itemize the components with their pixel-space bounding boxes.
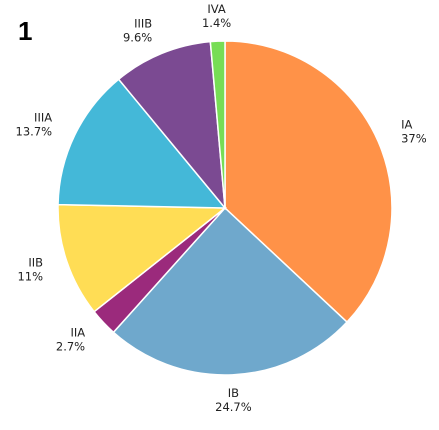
pie-slice-ib (112, 206, 349, 376)
pie-slice-iiib (117, 40, 226, 211)
pie-label-percent: 9.6% (123, 30, 152, 44)
pie-label-percent: 11% (17, 269, 43, 283)
pie-labels: IA 37% IB 24.7% IIA 2.7% IIB 11% IIIA 13.7% IIIB 9.… (16, 2, 427, 414)
pie-label-ib: IB 24.7% (215, 386, 252, 414)
pie-label-name: IA (401, 118, 412, 132)
pie-label-iva: IVA 1.4% (202, 2, 231, 30)
pie-slice-iib (57, 203, 228, 313)
pie-label-iiib: IIIB 9.6% (123, 16, 152, 44)
pie-label-ia: IA 37% (401, 118, 427, 146)
pie-label-iia: IIA 2.7% (56, 326, 85, 354)
pie-slice-iiia (57, 78, 227, 209)
pie-label-percent: 1.4% (202, 16, 231, 30)
pie-label-name: IIIB (134, 16, 152, 30)
pie-label-name: IIA (70, 326, 85, 340)
pie-label-iib: IIB 11% (17, 255, 43, 283)
pie-label-percent: 13.7% (16, 124, 53, 138)
pie-slice-ia (224, 40, 393, 324)
pie-label-percent: 2.7% (56, 340, 85, 354)
pie-label-percent: 37% (401, 132, 427, 146)
pie-label-name: IB (228, 386, 239, 400)
panel-label: 1 (18, 16, 32, 46)
pie-label-iiia: IIIA 13.7% (16, 110, 53, 138)
pie-label-percent: 24.7% (215, 400, 252, 414)
pie-label-name: IIIA (34, 110, 52, 124)
pie-slices (57, 40, 393, 376)
pie-slice-iva (209, 40, 226, 209)
pie-label-name: IVA (207, 2, 226, 16)
pie-label-name: IIB (28, 255, 43, 269)
